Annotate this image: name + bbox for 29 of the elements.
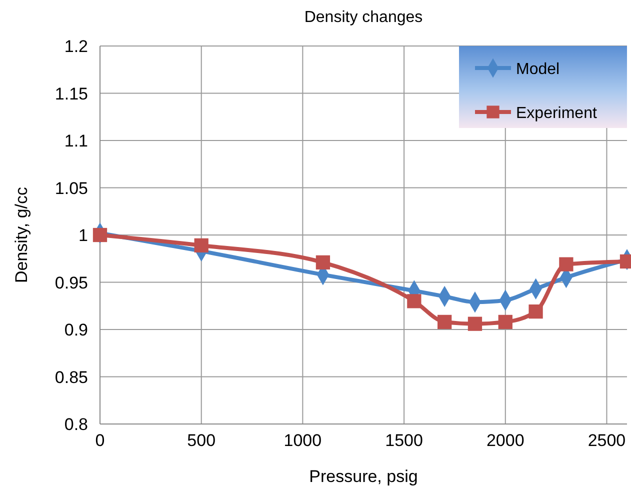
- x-axis-title: Pressure, psig: [309, 467, 418, 486]
- y-tick-label: 1.05: [54, 178, 88, 198]
- chart-title: Density changes: [304, 9, 423, 26]
- x-tick-label: 1000: [284, 431, 322, 450]
- x-tick-label: 2000: [486, 431, 524, 450]
- point: [528, 304, 543, 319]
- point: [92, 228, 108, 242]
- point: [438, 314, 452, 330]
- point: [468, 316, 482, 331]
- point: [559, 257, 574, 272]
- point: [316, 255, 330, 270]
- y-tick-label: 0.95: [54, 273, 88, 292]
- x-tick-label: 2500: [588, 431, 626, 450]
- y-tick-label: 0.85: [54, 368, 88, 387]
- point: [498, 314, 512, 330]
- y-tick-label: 1.15: [54, 84, 88, 104]
- y-axis-title: Density, g/cc: [12, 186, 31, 284]
- y-tick-label: 1.1: [64, 132, 88, 150]
- y-tick-label: 1: [78, 226, 88, 245]
- x-tick-label: 500: [187, 431, 216, 450]
- legend-label: Model: [516, 61, 560, 78]
- point: [407, 294, 422, 308]
- x-tick-label: 0: [95, 431, 105, 450]
- point: [194, 238, 208, 252]
- y-tick-label: 1.2: [64, 37, 88, 56]
- x-tick-label: 1500: [385, 431, 423, 450]
- legend-label: Experiment: [516, 105, 598, 122]
- y-tick-label: 0.8: [64, 415, 88, 434]
- y-tick-label: 0.9: [64, 320, 88, 340]
